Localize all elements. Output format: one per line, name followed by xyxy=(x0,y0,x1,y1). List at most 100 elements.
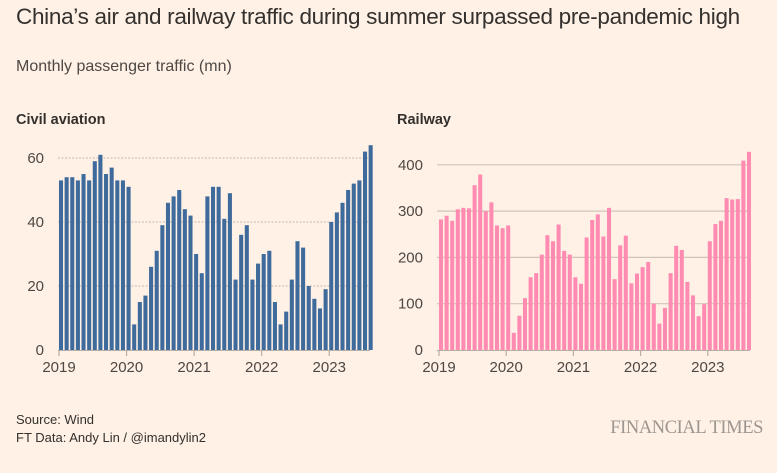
aviation-bar xyxy=(250,279,255,350)
aviation-bar xyxy=(137,302,142,350)
railway-x-tick-label: 2021 xyxy=(557,359,590,376)
aviation-x-tick-label: 2023 xyxy=(313,359,346,376)
aviation-bar xyxy=(244,225,249,350)
aviation-chart: 0 20 40 60 2019 2020 2021 2022 2023 xyxy=(27,145,373,376)
railway-y-tick-label: 200 xyxy=(398,249,423,266)
railway-bar xyxy=(472,185,477,350)
aviation-y-tick-label: 60 xyxy=(27,150,44,167)
aviation-x-tick-label: 2019 xyxy=(42,359,75,376)
railway-bar xyxy=(534,273,539,350)
aviation-bar xyxy=(272,302,277,350)
aviation-x-tick-label: 2022 xyxy=(245,359,278,376)
railway-bar xyxy=(618,245,623,350)
railway-bar xyxy=(718,220,724,350)
railway-y-tick-label: 0 xyxy=(415,342,423,359)
railway-bar xyxy=(550,241,556,350)
railway-bar xyxy=(640,267,645,350)
aviation-bar xyxy=(222,218,227,350)
railway-y-tick-label: 400 xyxy=(398,157,423,174)
aviation-panel-title: Civil aviation xyxy=(16,112,106,128)
aviation-bar xyxy=(143,295,148,350)
aviation-bar xyxy=(306,286,311,350)
aviation-bar xyxy=(256,263,261,350)
aviation-bar xyxy=(194,254,199,350)
aviation-bar xyxy=(289,279,294,350)
aviation-bar xyxy=(227,193,232,350)
aviation-y-tick-label: 0 xyxy=(36,342,44,359)
aviation-bar xyxy=(120,180,125,350)
aviation-bar xyxy=(126,186,131,350)
aviation-bar xyxy=(334,212,339,350)
railway-bar xyxy=(444,215,449,350)
aviation-bar xyxy=(58,180,64,350)
railway-bar xyxy=(562,250,567,350)
railway-bar xyxy=(539,254,544,350)
railway-chart: 0 100 200 300 400 2019 2020 2021 2022 2023 xyxy=(398,151,752,376)
aviation-bar xyxy=(351,183,356,350)
railway-x-tick-label: 2023 xyxy=(691,359,724,376)
chart-subtitle: Monthly passenger traffic (mn) xyxy=(16,58,232,75)
aviation-bar xyxy=(295,241,300,350)
railway-y-tick-label: 100 xyxy=(398,296,423,313)
aviation-y-tick-label: 20 xyxy=(27,278,44,295)
aviation-bar xyxy=(165,202,171,350)
railway-bar xyxy=(735,199,740,350)
railway-bar xyxy=(690,295,696,350)
aviation-bar xyxy=(98,154,103,350)
railway-bar xyxy=(595,214,600,350)
aviation-bar xyxy=(233,279,238,350)
footer: Source: Wind FT Data: Andy Lin / @imandy… xyxy=(16,411,206,447)
credit-note: FT Data: Andy Lin / @imandylin2 xyxy=(16,430,206,445)
railway-bar xyxy=(741,160,746,350)
aviation-bar xyxy=(346,190,351,350)
railway-bar xyxy=(713,224,718,350)
railway-bar xyxy=(461,207,466,350)
source-note: Source: Wind xyxy=(16,412,95,427)
aviation-bar xyxy=(239,234,244,350)
railway-bar xyxy=(500,228,505,350)
railway-bar xyxy=(651,303,656,350)
railway-bar xyxy=(511,332,516,350)
railway-bar xyxy=(545,235,550,350)
aviation-bar xyxy=(317,308,323,350)
aviation-bar xyxy=(323,289,328,350)
aviation-bar xyxy=(357,180,362,350)
aviation-bar xyxy=(216,186,221,350)
aviation-bar xyxy=(104,174,109,350)
railway-bar xyxy=(528,277,533,350)
railway-bar xyxy=(724,198,729,350)
railway-panel-title: Railway xyxy=(397,112,451,128)
aviation-bar xyxy=(132,324,137,350)
railway-bar xyxy=(590,219,595,350)
aviation-bar xyxy=(64,177,69,350)
chart-title: China’s air and railway traffic during s… xyxy=(16,4,740,29)
railway-bar xyxy=(506,225,511,350)
aviation-bar xyxy=(267,250,272,350)
aviation-bar xyxy=(154,250,159,350)
railway-bar xyxy=(578,283,584,350)
aviation-bar xyxy=(160,225,165,350)
railway-bar xyxy=(634,273,640,350)
aviation-bar xyxy=(75,180,80,350)
railway-x-tick-label: 2020 xyxy=(490,359,523,376)
railway-bar xyxy=(674,245,679,350)
railway-bar xyxy=(746,151,752,350)
aviation-bar xyxy=(177,190,182,350)
railway-bar xyxy=(522,298,528,350)
railway-bar xyxy=(623,235,628,350)
railway-bar xyxy=(612,279,617,350)
railway-bar xyxy=(646,262,651,350)
railway-bar xyxy=(489,202,494,350)
railway-bar xyxy=(662,307,668,350)
railway-bar xyxy=(601,236,606,350)
aviation-bar xyxy=(261,254,266,350)
aviation-bar xyxy=(284,311,289,350)
railway-x-tick-label: 2019 xyxy=(422,359,455,376)
aviation-bar xyxy=(363,151,368,350)
railway-bar xyxy=(573,277,578,350)
aviation-bar xyxy=(340,202,345,350)
aviation-bar xyxy=(171,196,176,350)
aviation-bar xyxy=(188,215,193,350)
railway-bar xyxy=(606,207,612,350)
